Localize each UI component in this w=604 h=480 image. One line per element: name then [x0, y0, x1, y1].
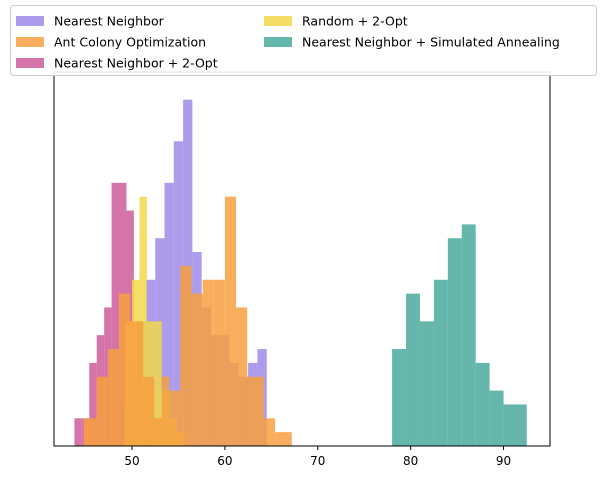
histogram-bar — [74, 418, 82, 446]
histogram-bar — [224, 196, 237, 446]
histogram-bar — [89, 362, 97, 446]
histogram-bar — [83, 418, 97, 446]
histogram-bar — [164, 182, 174, 446]
histogram-bar — [213, 279, 225, 446]
histogram-bar — [96, 376, 108, 446]
legend-item: Nearest Neighbor — [16, 14, 165, 29]
histogram-bar — [154, 418, 162, 446]
legend-swatch — [16, 58, 44, 68]
histogram-bar — [202, 279, 214, 446]
histogram-bar — [263, 418, 276, 446]
legend-label: Random + 2-Opt — [302, 14, 408, 29]
legend: Nearest Neighbor Ant Colony Optimization N… — [10, 5, 597, 76]
x-tick-label: 60 — [217, 454, 232, 468]
histogram-bar — [247, 376, 255, 446]
histogram-bar — [254, 376, 264, 446]
series-5 — [392, 224, 527, 446]
legend-swatch — [264, 16, 292, 26]
legend-label: Nearest Neighbor + 2-Opt — [54, 56, 218, 71]
histogram-bar — [461, 224, 476, 446]
histogram-bar — [130, 321, 144, 446]
legend-item: Nearest Neighbor + Simulated Annealing — [264, 35, 560, 50]
histogram-bar — [503, 404, 527, 446]
legend-swatch — [16, 16, 44, 26]
histogram-bar — [119, 293, 131, 446]
legend-label: Ant Colony Optimization — [54, 35, 206, 50]
x-tick-label: 90 — [496, 454, 511, 468]
legend-swatch — [264, 37, 292, 47]
histogram-bar — [139, 196, 147, 446]
histogram-bar — [111, 182, 120, 446]
series-4 — [83, 196, 292, 446]
histogram-bar — [392, 349, 407, 446]
histogram-bar — [191, 293, 203, 446]
legend-item: Random + 2-Opt — [264, 14, 408, 29]
histogram-bar — [447, 238, 462, 446]
legend-swatch — [16, 37, 44, 47]
histogram-bar — [154, 321, 162, 446]
histogram-bar — [143, 376, 155, 446]
x-tick-label: 50 — [124, 454, 139, 468]
legend-box — [10, 5, 597, 76]
histogram-bar — [275, 432, 292, 446]
histogram-bar — [236, 307, 248, 446]
histogram-bar — [406, 293, 420, 446]
legend-label: Nearest Neighbor — [54, 14, 165, 29]
histogram-bar — [489, 390, 504, 446]
legend-item: Nearest Neighbor + 2-Opt — [16, 56, 218, 71]
histogram-bar — [173, 141, 184, 446]
histogram-bar — [180, 265, 192, 446]
histogram-bar — [169, 390, 181, 446]
histogram-bar — [161, 376, 170, 446]
x-tick-label: 70 — [310, 454, 325, 468]
legend-label: Nearest Neighbor + Simulated Annealing — [302, 35, 560, 50]
histogram-bar — [433, 279, 448, 446]
x-axis: 50 60 70 80 90 — [124, 446, 511, 468]
histogram-bar — [107, 349, 120, 446]
histogram-bar — [475, 362, 490, 446]
legend-item: Ant Colony Optimization — [16, 35, 206, 50]
x-tick-label: 80 — [403, 454, 418, 468]
bars-layer — [74, 99, 527, 446]
histogram-bar — [419, 321, 434, 446]
